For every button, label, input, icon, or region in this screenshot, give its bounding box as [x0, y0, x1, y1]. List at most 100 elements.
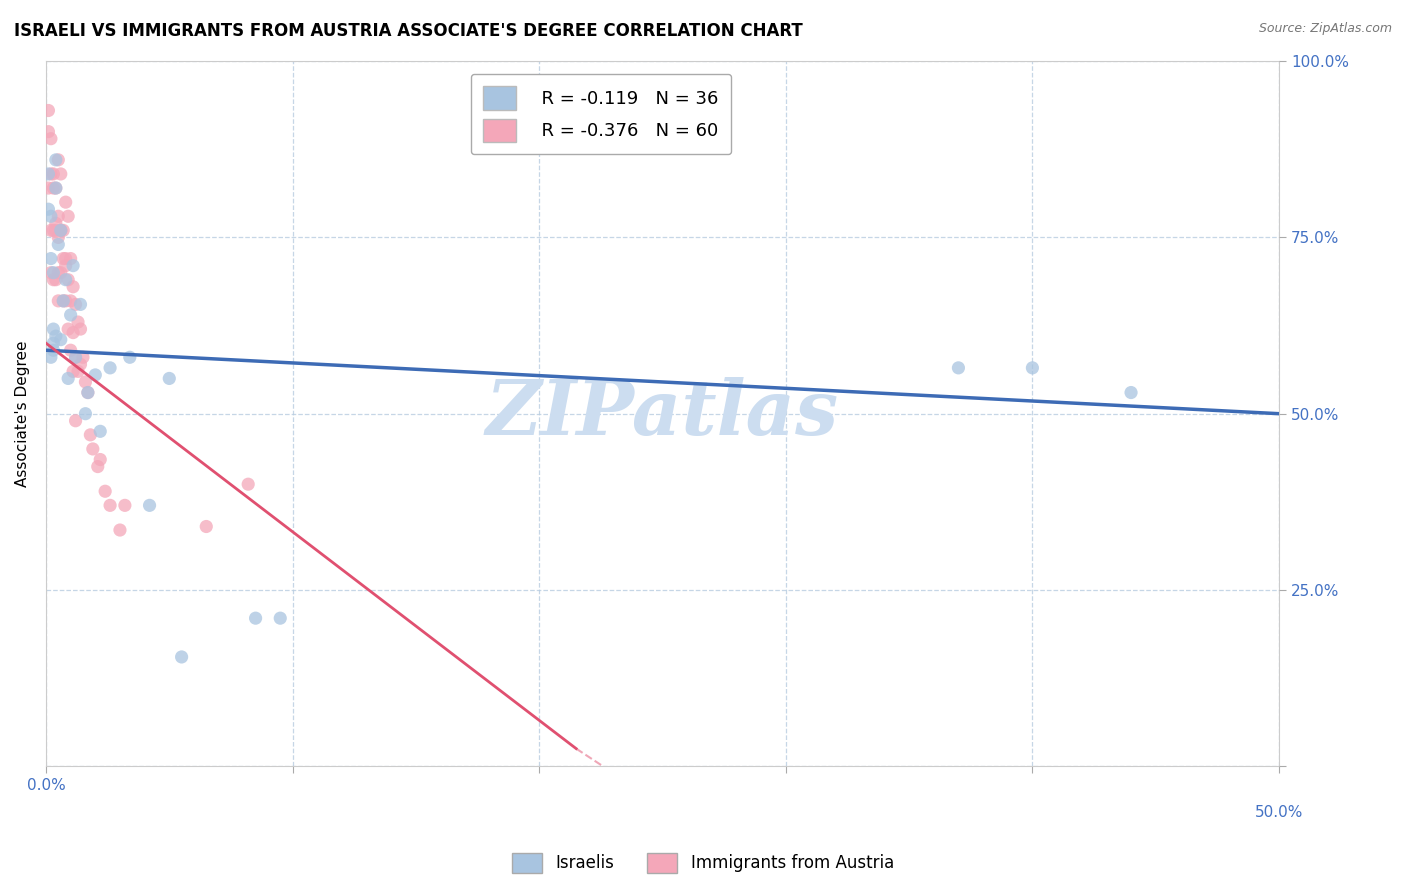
- Legend: Israelis, Immigrants from Austria: Israelis, Immigrants from Austria: [505, 847, 901, 880]
- Point: [77, 385, 100, 400]
- Point: [94, 484, 117, 499]
- Point: [45, 223, 67, 237]
- Point: [87, 459, 110, 474]
- Point: [98, 360, 121, 375]
- Point: [42, 322, 65, 336]
- Point: [79, 427, 101, 442]
- Legend:   R = -0.119   N = 36,   R = -0.376   N = 60: R = -0.119 N = 36, R = -0.376 N = 60: [471, 74, 731, 154]
- Point: [59, 293, 82, 308]
- Point: [55, 259, 77, 273]
- Point: [65, 414, 87, 428]
- Point: [39, 252, 62, 266]
- Point: [1119, 385, 1142, 400]
- Point: [55, 273, 77, 287]
- Point: [75, 375, 97, 389]
- Point: [108, 523, 131, 537]
- Point: [37, 202, 59, 217]
- Point: [45, 329, 67, 343]
- Point: [59, 252, 82, 266]
- Point: [52, 223, 75, 237]
- Point: [52, 252, 75, 266]
- Point: [69, 297, 91, 311]
- Point: [62, 326, 84, 340]
- Point: [65, 351, 87, 365]
- Point: [37, 167, 59, 181]
- Point: [46, 153, 69, 167]
- Point: [56, 273, 79, 287]
- Point: [66, 364, 89, 378]
- Point: [52, 293, 75, 308]
- Point: [42, 181, 65, 195]
- Point: [55, 252, 77, 266]
- Point: [84, 368, 107, 382]
- Point: [45, 181, 67, 195]
- Point: [45, 181, 67, 195]
- Point: [56, 322, 79, 336]
- Point: [39, 167, 62, 181]
- Point: [75, 407, 97, 421]
- Point: [118, 351, 141, 365]
- Point: [56, 371, 79, 385]
- Point: [45, 216, 67, 230]
- Point: [37, 181, 59, 195]
- Point: [37, 103, 59, 118]
- Point: [62, 279, 84, 293]
- Point: [39, 209, 62, 223]
- Point: [45, 273, 67, 287]
- Point: [82, 442, 104, 456]
- Point: [269, 611, 291, 625]
- Point: [52, 293, 75, 308]
- Point: [59, 308, 82, 322]
- Point: [138, 499, 160, 513]
- Point: [89, 452, 111, 467]
- Point: [39, 223, 62, 237]
- Point: [170, 649, 193, 664]
- Point: [46, 293, 69, 308]
- Point: [49, 167, 72, 181]
- Point: [42, 343, 65, 358]
- Point: [55, 195, 77, 210]
- Point: [46, 266, 69, 280]
- Point: [89, 425, 111, 439]
- Point: [69, 322, 91, 336]
- Point: [39, 351, 62, 365]
- Text: Source: ZipAtlas.com: Source: ZipAtlas.com: [1258, 22, 1392, 36]
- Point: [948, 360, 970, 375]
- Point: [238, 477, 260, 491]
- Point: [46, 237, 69, 252]
- Point: [49, 223, 72, 237]
- Point: [98, 499, 121, 513]
- Point: [59, 343, 82, 358]
- Point: [157, 371, 180, 385]
- Point: [42, 266, 65, 280]
- Point: [49, 223, 72, 237]
- Point: [42, 167, 65, 181]
- Point: [65, 297, 87, 311]
- Text: 50.0%: 50.0%: [1254, 805, 1303, 820]
- Point: [62, 259, 84, 273]
- Point: [46, 230, 69, 244]
- Point: [49, 333, 72, 347]
- Point: [46, 209, 69, 223]
- Point: [114, 499, 136, 513]
- Point: [49, 266, 72, 280]
- Point: [42, 273, 65, 287]
- Point: [195, 519, 218, 533]
- Point: [77, 385, 100, 400]
- Point: [66, 315, 89, 329]
- Point: [1021, 360, 1043, 375]
- Point: [56, 209, 79, 223]
- Text: ISRAELI VS IMMIGRANTS FROM AUSTRIA ASSOCIATE'S DEGREE CORRELATION CHART: ISRAELI VS IMMIGRANTS FROM AUSTRIA ASSOC…: [14, 22, 803, 40]
- Point: [72, 351, 94, 365]
- Point: [39, 131, 62, 145]
- Point: [37, 125, 59, 139]
- Point: [65, 351, 87, 365]
- Point: [42, 223, 65, 237]
- Point: [39, 266, 62, 280]
- Point: [49, 223, 72, 237]
- Point: [69, 357, 91, 371]
- Point: [45, 153, 67, 167]
- Y-axis label: Associate's Degree: Associate's Degree: [15, 341, 30, 487]
- Text: ZIPatlas: ZIPatlas: [486, 376, 839, 450]
- Point: [62, 364, 84, 378]
